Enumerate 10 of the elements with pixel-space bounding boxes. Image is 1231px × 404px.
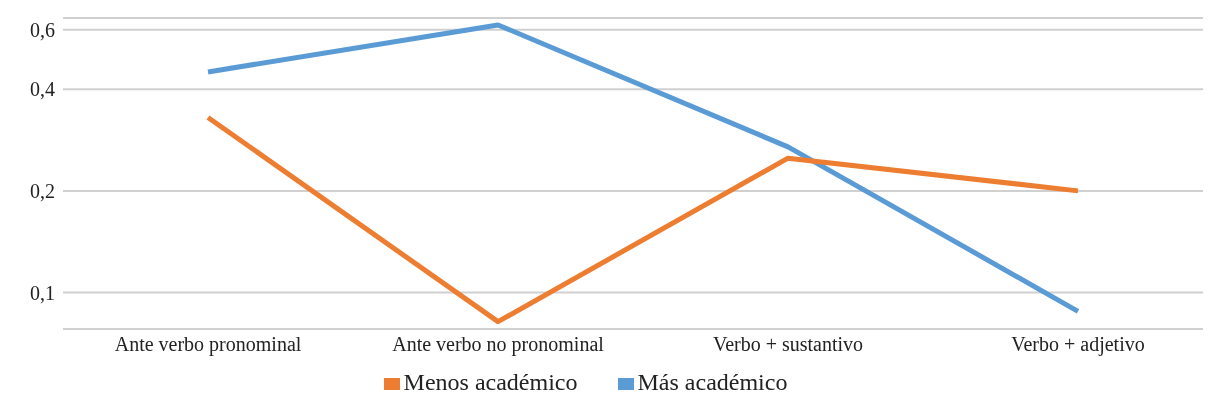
x-tick-label: Verbo + sustantivo bbox=[712, 333, 864, 356]
y-tick-label: 0,1 bbox=[30, 281, 55, 304]
x-tick-label: Ante verbo no pronominal bbox=[392, 333, 605, 357]
y-tick-label: 0,2 bbox=[30, 179, 55, 202]
x-tick-label: Verbo + adjetivo bbox=[1011, 333, 1145, 357]
x-tick-label: Ante verbo pronominal bbox=[114, 333, 302, 357]
y-tick-label: 0,4 bbox=[30, 78, 55, 101]
y-tick-label: 0,6 bbox=[30, 18, 55, 41]
legend-label: Más académico bbox=[637, 369, 788, 395]
legend-label: Menos académico bbox=[403, 369, 578, 395]
